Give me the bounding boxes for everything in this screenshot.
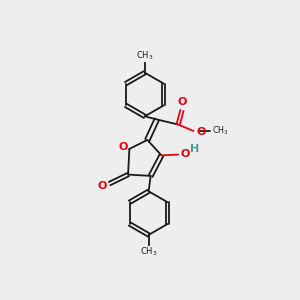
Text: CH$_3$: CH$_3$ <box>212 125 229 137</box>
Text: O: O <box>178 97 187 107</box>
Text: CH$_3$: CH$_3$ <box>140 246 158 259</box>
Text: O: O <box>97 181 106 190</box>
Text: H: H <box>190 144 199 154</box>
Text: O: O <box>196 127 206 137</box>
Text: O: O <box>180 149 190 159</box>
Text: CH$_3$: CH$_3$ <box>136 50 154 62</box>
Text: O: O <box>118 142 128 152</box>
